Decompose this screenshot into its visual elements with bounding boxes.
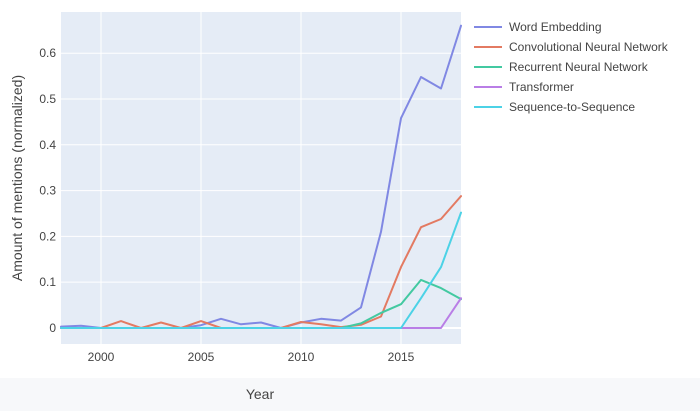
- series-line-4: [60, 211, 462, 329]
- legend-item[interactable]: Transformer: [474, 80, 574, 94]
- x-tick-label: 2000: [88, 350, 115, 364]
- legend-item[interactable]: Convolutional Neural Network: [474, 40, 669, 54]
- y-tick-label: 0: [49, 321, 56, 335]
- tick-labels: 2000 2005 2010 2015 0 0.1 0.2 0.3 0.4 0.5 0.6: [39, 46, 414, 364]
- series-lines: [60, 24, 462, 329]
- y-tick-label: 0.5: [39, 92, 56, 106]
- legend-item[interactable]: Sequence-to-Sequence: [474, 100, 635, 114]
- y-tick-label: 0.3: [39, 184, 56, 198]
- x-tick-label: 2015: [388, 350, 415, 364]
- legend-item[interactable]: Recurrent Neural Network: [474, 60, 649, 74]
- bottom-band: [0, 378, 700, 411]
- legend-label: Convolutional Neural Network: [509, 40, 669, 54]
- legend-label: Word Embedding: [509, 20, 602, 34]
- x-tick-label: 2010: [288, 350, 315, 364]
- y-tick-label: 0.4: [39, 138, 56, 152]
- y-tick-label: 0.6: [39, 46, 56, 60]
- legend-item[interactable]: Word Embedding: [474, 20, 602, 34]
- plot-area: [61, 12, 461, 344]
- y-tick-label: 0.1: [39, 275, 56, 289]
- x-tick-label: 2005: [188, 350, 215, 364]
- y-tick-label: 0.2: [39, 229, 56, 243]
- y-axis-title: Amount of mentions (normalized): [9, 75, 25, 281]
- legend-label: Transformer: [509, 80, 574, 94]
- legend-label: Sequence-to-Sequence: [509, 100, 635, 114]
- x-axis-title: Year: [246, 386, 275, 402]
- legend-label: Recurrent Neural Network: [509, 60, 649, 74]
- legend[interactable]: Word Embedding Convolutional Neural Netwo…: [474, 20, 669, 114]
